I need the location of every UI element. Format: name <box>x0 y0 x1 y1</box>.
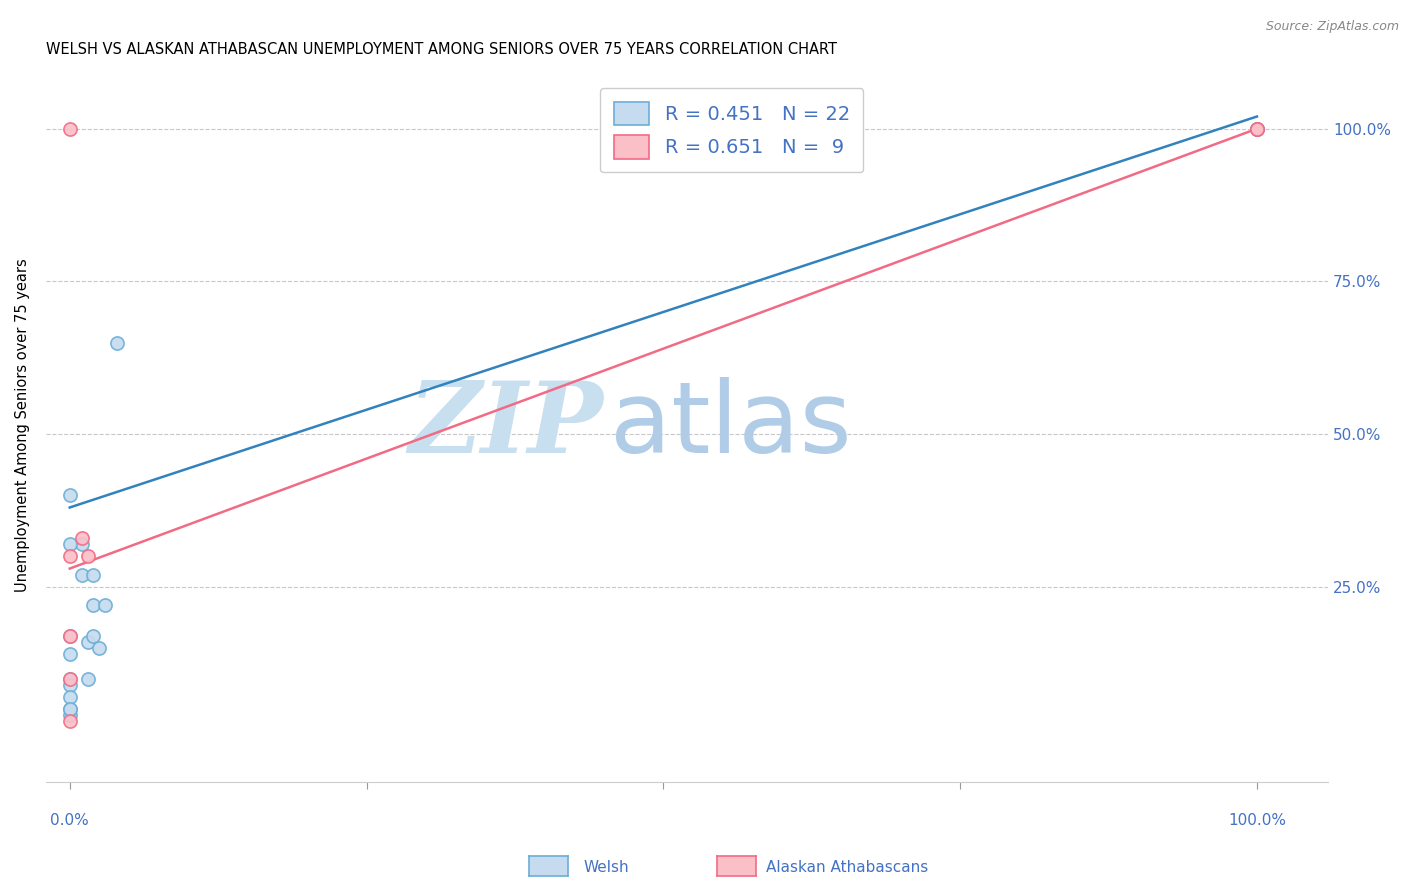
Text: WELSH VS ALASKAN ATHABASCAN UNEMPLOYMENT AMONG SENIORS OVER 75 YEARS CORRELATION: WELSH VS ALASKAN ATHABASCAN UNEMPLOYMENT… <box>46 42 837 57</box>
Point <box>1246 121 1268 136</box>
Point <box>1246 121 1268 136</box>
Point <box>76 549 98 564</box>
Point <box>59 672 82 686</box>
Point <box>82 567 104 582</box>
Text: 0.0%: 0.0% <box>51 813 89 828</box>
Text: 100.0%: 100.0% <box>1227 813 1286 828</box>
Text: Welsh: Welsh <box>583 860 628 874</box>
Point <box>1246 121 1268 136</box>
Point <box>94 599 117 613</box>
Point <box>59 678 82 692</box>
Point <box>1246 121 1268 136</box>
Point <box>59 647 82 661</box>
Text: atlas: atlas <box>610 376 852 474</box>
Legend: R = 0.451   N = 22, R = 0.651   N =  9: R = 0.451 N = 22, R = 0.651 N = 9 <box>600 88 863 172</box>
Point <box>59 672 82 686</box>
Point <box>59 702 82 716</box>
Point <box>59 121 82 136</box>
Y-axis label: Unemployment Among Seniors over 75 years: Unemployment Among Seniors over 75 years <box>15 258 30 592</box>
Point <box>70 537 93 551</box>
Point <box>59 629 82 643</box>
Point <box>82 599 104 613</box>
Point <box>59 537 82 551</box>
Text: ZIP: ZIP <box>409 376 603 474</box>
Point <box>59 714 82 729</box>
Point <box>70 531 93 545</box>
Point <box>59 488 82 502</box>
Point <box>59 708 82 723</box>
Point <box>76 635 98 649</box>
Point <box>59 549 82 564</box>
Point <box>82 629 104 643</box>
Point <box>59 702 82 716</box>
Text: Source: ZipAtlas.com: Source: ZipAtlas.com <box>1265 20 1399 33</box>
Point <box>89 640 111 655</box>
Point <box>59 629 82 643</box>
Point <box>105 335 128 350</box>
Point <box>76 672 98 686</box>
Point <box>70 567 93 582</box>
Text: Alaskan Athabascans: Alaskan Athabascans <box>766 860 928 874</box>
Point <box>59 690 82 704</box>
